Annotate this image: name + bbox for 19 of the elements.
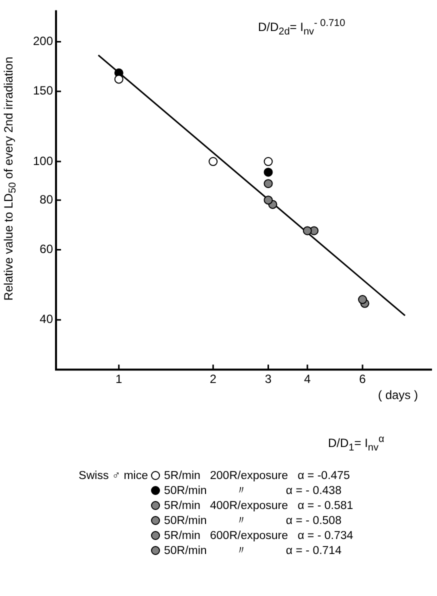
legend-label: 50R/min 〃 α = - 0.508: [164, 514, 342, 528]
x-tick-label: 2: [210, 372, 217, 386]
x-tick-label: 4: [304, 372, 312, 386]
x-axis-title: ( days ): [378, 388, 418, 402]
legend-label: 50R/min 〃 α = - 0.438: [164, 484, 342, 498]
y-tick-label: 80: [40, 192, 54, 206]
y-tick-label: 150: [32, 84, 54, 98]
y-tick-label: 100: [32, 154, 54, 168]
x-tick-label: 6: [359, 372, 366, 386]
x-tick-label: 3: [264, 372, 272, 386]
legend-label: 5R/min 200R/exposure α = -0.475: [164, 470, 350, 482]
legend-label: 50R/min 〃 α = - 0.714: [164, 544, 342, 558]
legend-label: 5R/min 400R/exposure α = - 0.581: [164, 500, 354, 512]
x-tick-label: 1: [116, 372, 123, 386]
y-tick-label: 200: [32, 34, 54, 48]
y-tick-label: 60: [40, 242, 54, 256]
legend-label: 5R/min 600R/exposure α = - 0.734: [164, 530, 354, 542]
legend-title: Swiss ♂ mice: [78, 470, 149, 482]
y-tick-label: 40: [40, 312, 54, 326]
